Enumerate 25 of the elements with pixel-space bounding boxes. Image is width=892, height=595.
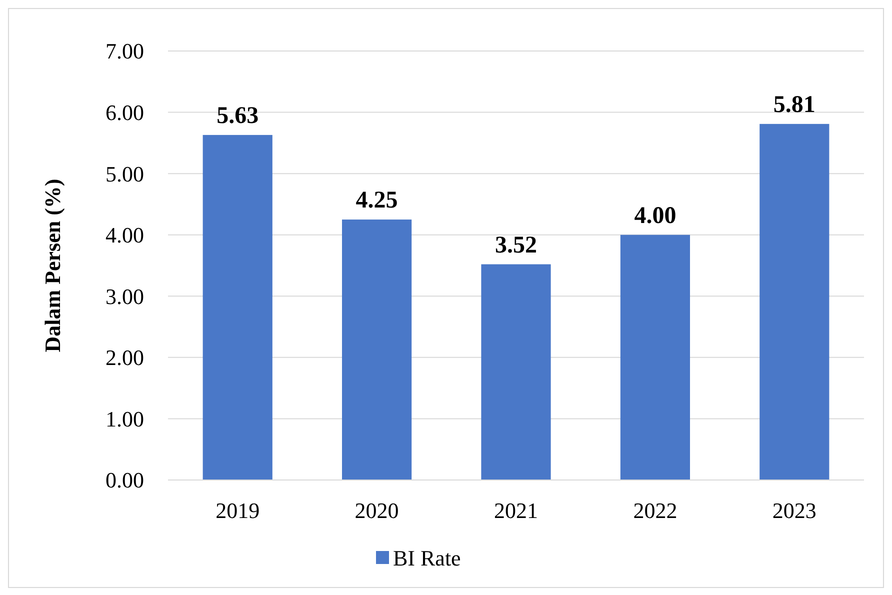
bar — [620, 234, 690, 480]
bar — [342, 220, 412, 480]
y-tick-label: 7.00 — [106, 38, 144, 64]
y-tick-label: 1.00 — [106, 406, 144, 432]
bar — [202, 134, 272, 480]
x-tick-label: 2023 — [772, 498, 816, 523]
y-tick-label: 6.00 — [106, 100, 144, 125]
x-tick-label: 2020 — [354, 498, 399, 523]
x-tick-label: 2022 — [633, 498, 678, 523]
y-tick-label: 2.00 — [106, 345, 144, 370]
y-tick-label: 5.00 — [106, 161, 144, 186]
y-tick-label: 0.00 — [106, 468, 144, 493]
y-axis-title: Dalam Persen (%) — [40, 178, 65, 352]
text: 3.52 — [495, 232, 537, 258]
text: 5.81 — [773, 92, 816, 118]
x-tick-label: 2019 — [216, 498, 260, 523]
x-tick-label: 2021 — [494, 498, 538, 523]
text: 5.63 — [216, 102, 259, 129]
text: 4.25 — [356, 188, 398, 214]
bar — [760, 124, 830, 480]
bar — [481, 264, 551, 480]
legend-label: BI Rate — [393, 546, 461, 571]
text: 4.00 — [634, 202, 676, 229]
y-tick-label: 3.00 — [106, 284, 144, 309]
y-tick-label: 4.00 — [106, 222, 144, 248]
